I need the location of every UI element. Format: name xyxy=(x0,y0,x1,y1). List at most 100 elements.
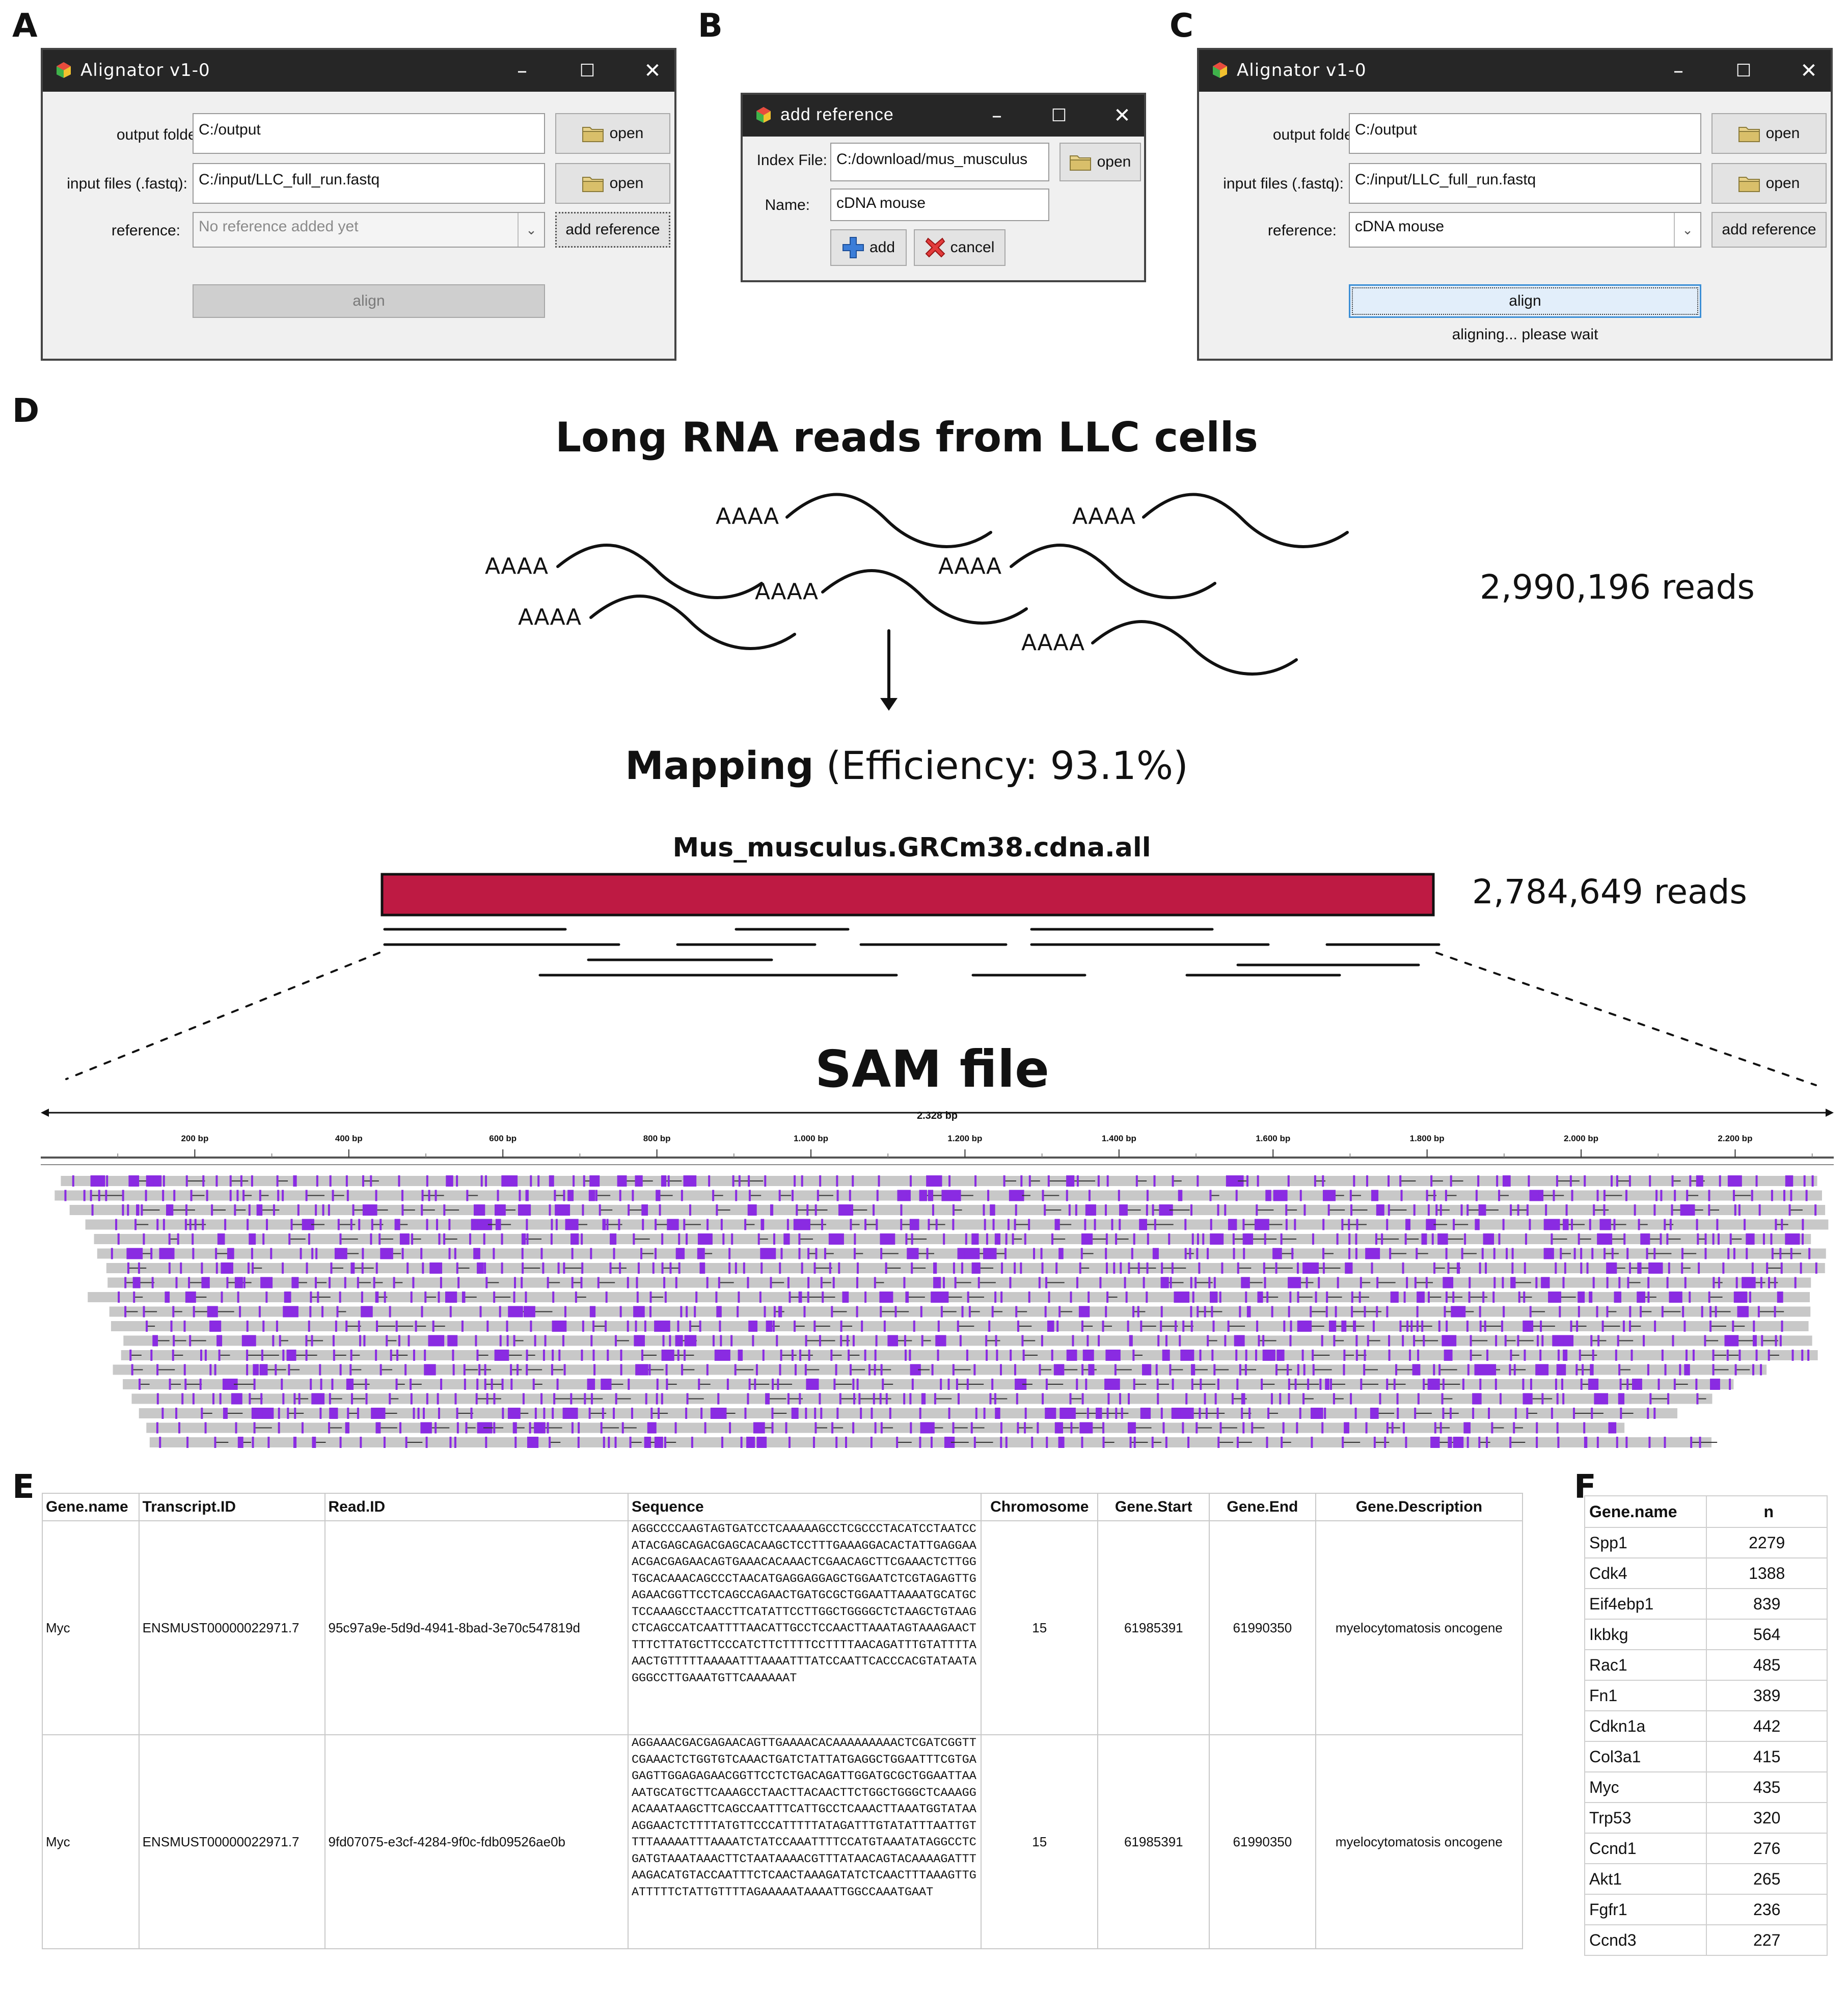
mismatch-mark xyxy=(165,1292,170,1303)
open-input-button[interactable]: open xyxy=(1711,163,1827,204)
table-row: Fgfr1 236 xyxy=(1584,1894,1828,1925)
mismatch-mark xyxy=(900,1204,903,1216)
mismatch-mark xyxy=(589,1175,600,1187)
mismatch-mark xyxy=(1042,1393,1044,1405)
mismatch-mark xyxy=(1321,1335,1323,1347)
mismatch-mark xyxy=(1781,1219,1783,1230)
mismatch-mark xyxy=(873,1393,875,1405)
mismatch-mark xyxy=(1402,1422,1405,1434)
mismatch-mark xyxy=(1355,1248,1357,1259)
maximize-icon[interactable]: ☐ xyxy=(579,61,595,81)
mismatch-mark xyxy=(360,1437,362,1448)
mismatch-mark xyxy=(990,1248,993,1259)
open-output-button[interactable]: open xyxy=(555,113,670,154)
mismatch-mark xyxy=(798,1292,802,1303)
mismatch-mark xyxy=(1312,1364,1315,1376)
mismatch-mark xyxy=(729,1422,731,1434)
mismatch-mark xyxy=(588,1408,591,1419)
mismatch-mark xyxy=(1233,1248,1235,1259)
mismatch-mark xyxy=(316,1175,318,1187)
reference-select[interactable]: cDNA mouse ⌄ xyxy=(1349,212,1701,248)
mismatch-mark xyxy=(357,1408,359,1419)
mismatch-mark xyxy=(175,1408,178,1419)
mismatch-mark xyxy=(1603,1190,1606,1201)
mismatch-mark xyxy=(1708,1190,1710,1201)
mismatch-mark xyxy=(994,1292,997,1303)
mismatch-mark xyxy=(1099,1277,1102,1288)
reference-select[interactable]: No reference added yet ⌄ xyxy=(193,212,545,248)
mismatch-mark xyxy=(1615,1350,1617,1361)
open-index-button[interactable]: open xyxy=(1059,143,1141,181)
mismatch-mark xyxy=(1699,1437,1701,1448)
mismatch-mark xyxy=(913,1321,915,1332)
mismatch-mark xyxy=(776,1335,778,1347)
open-output-button[interactable]: open xyxy=(1711,113,1827,154)
mismatch-mark xyxy=(577,1437,580,1448)
input-files-input[interactable]: C:/input/LLC_full_run.fastq xyxy=(1349,163,1701,204)
mismatch-mark xyxy=(293,1175,297,1187)
mismatch-mark xyxy=(986,1233,988,1245)
mismatch-mark xyxy=(1580,1379,1583,1390)
add-reference-button[interactable]: add reference xyxy=(555,212,670,248)
mismatch-mark xyxy=(661,1350,674,1361)
mismatch-mark xyxy=(1406,1277,1408,1288)
mismatch-mark xyxy=(1076,1379,1078,1390)
mismatch-mark xyxy=(1257,1175,1259,1187)
mismatch-mark xyxy=(413,1408,415,1419)
mismatch-mark xyxy=(876,1219,878,1230)
output-folder-input[interactable]: C:/output xyxy=(193,113,545,154)
mismatch-mark xyxy=(1386,1306,1389,1318)
align-button[interactable]: align xyxy=(1349,284,1701,318)
mismatch-mark xyxy=(992,1219,995,1230)
mismatch-mark xyxy=(590,1335,593,1347)
minimize-icon[interactable]: – xyxy=(1673,59,1683,83)
mismatch-mark xyxy=(1439,1204,1442,1216)
mismatch-mark xyxy=(1696,1219,1698,1230)
mismatch-mark xyxy=(1597,1335,1600,1347)
mismatch-mark xyxy=(771,1422,774,1434)
close-icon[interactable]: ✕ xyxy=(1113,104,1131,127)
mismatch-mark xyxy=(1386,1422,1389,1434)
mismatch-mark xyxy=(426,1175,428,1187)
cancel-button[interactable]: cancel xyxy=(914,229,1005,266)
mismatch-mark xyxy=(1653,1408,1656,1419)
mismatch-mark xyxy=(1152,1248,1159,1259)
name-input[interactable]: cDNA mouse xyxy=(830,189,1049,221)
mismatch-mark xyxy=(1780,1262,1783,1274)
mismatch-mark xyxy=(483,1233,485,1245)
maximize-icon[interactable]: ☐ xyxy=(1051,105,1067,126)
mismatch-mark xyxy=(1453,1219,1455,1230)
mismatch-mark xyxy=(620,1350,622,1361)
mismatch-mark xyxy=(1596,1190,1599,1201)
index-file-input[interactable]: C:/download/mus_musculus xyxy=(830,143,1049,181)
close-icon[interactable]: ✕ xyxy=(644,59,661,83)
open-input-button[interactable]: open xyxy=(555,163,670,204)
mismatch-mark xyxy=(1417,1393,1420,1405)
minimize-icon[interactable]: – xyxy=(517,59,527,83)
mismatch-mark xyxy=(379,1364,382,1376)
add-reference-button[interactable]: add reference xyxy=(1711,212,1827,248)
mismatch-mark xyxy=(476,1379,479,1390)
maximize-icon[interactable]: ☐ xyxy=(1735,61,1752,81)
mismatch-mark xyxy=(584,1393,586,1405)
mismatch-mark xyxy=(1671,1175,1674,1187)
mismatch-mark xyxy=(1541,1335,1544,1347)
output-folder-input[interactable]: C:/output xyxy=(1349,113,1701,154)
mismatch-mark xyxy=(1758,1204,1761,1216)
count-cell: 564 xyxy=(1706,1619,1828,1650)
mismatch-mark xyxy=(940,1306,943,1318)
mismatch-mark xyxy=(1462,1379,1464,1390)
close-icon[interactable]: ✕ xyxy=(1800,59,1817,83)
mismatch-mark xyxy=(1729,1233,1732,1245)
mismatch-mark xyxy=(1296,1422,1298,1434)
mismatch-mark xyxy=(1296,1262,1299,1274)
reference-value: No reference added yet xyxy=(199,218,359,235)
mismatch-mark xyxy=(1596,1306,1598,1318)
mismatch-mark xyxy=(1553,1190,1555,1201)
mismatch-mark xyxy=(1326,1292,1328,1303)
align-button[interactable]: align xyxy=(193,284,545,318)
minimize-icon[interactable]: – xyxy=(992,104,1002,127)
mismatch-mark xyxy=(1085,1379,1088,1390)
add-button[interactable]: add xyxy=(830,229,907,266)
input-files-input[interactable]: C:/input/LLC_full_run.fastq xyxy=(193,163,545,204)
